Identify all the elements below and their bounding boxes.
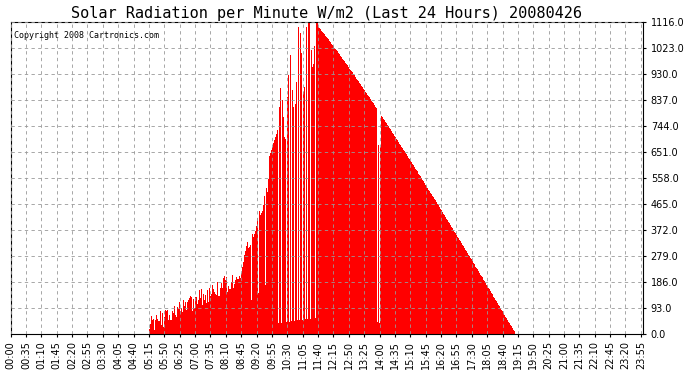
Text: Copyright 2008 Cartronics.com: Copyright 2008 Cartronics.com (14, 31, 159, 40)
Title: Solar Radiation per Minute W/m2 (Last 24 Hours) 20080426: Solar Radiation per Minute W/m2 (Last 24… (71, 6, 582, 21)
